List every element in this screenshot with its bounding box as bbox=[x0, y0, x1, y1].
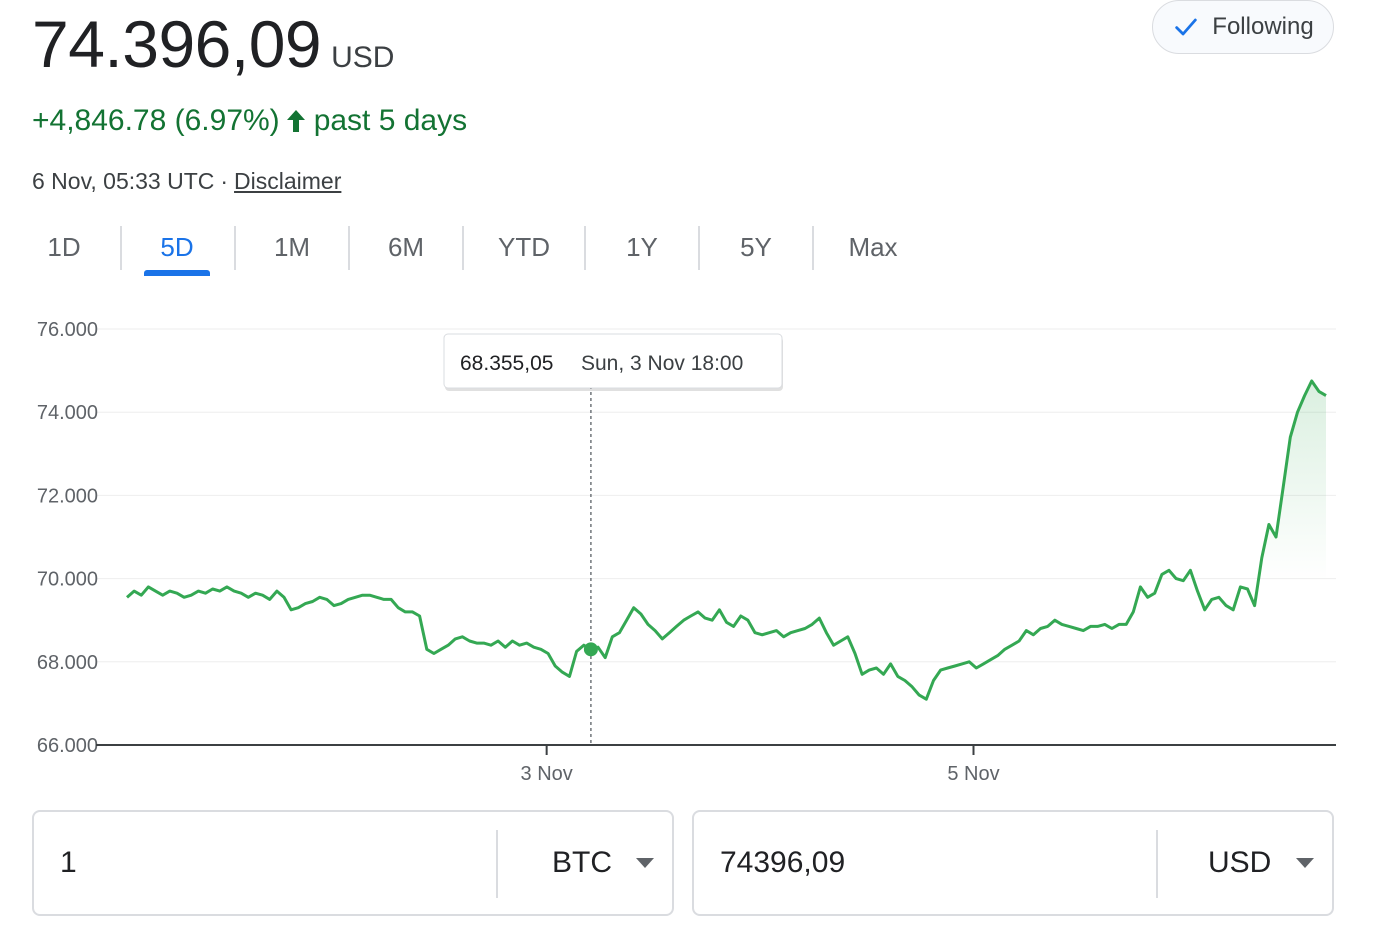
hover-point[interactable] bbox=[583, 642, 598, 657]
following-label: Following bbox=[1212, 13, 1314, 40]
area-fill bbox=[127, 381, 1326, 745]
x-tick-label: 5 Nov bbox=[947, 763, 999, 785]
tooltip-label: Sun, 3 Nov 18:00 bbox=[581, 352, 743, 375]
checkmark-icon bbox=[1175, 18, 1198, 36]
y-tick-label: 68.000 bbox=[37, 652, 98, 674]
active-tab-indicator bbox=[144, 270, 210, 276]
tab-divider bbox=[698, 226, 700, 270]
tab-divider bbox=[234, 226, 236, 270]
change-period: past 5 days bbox=[313, 104, 468, 137]
tab-5d[interactable]: 5D bbox=[160, 231, 194, 262]
price-chart[interactable]: 76.000 74.000 72.000 70.000 68.000 66.000 3 No… bbox=[0, 300, 1398, 800]
price-change: +4,846.78 (6.97%) past 5 days bbox=[32, 104, 467, 138]
disclaimer-link[interactable]: Disclaimer bbox=[234, 168, 342, 194]
price-line[interactable] bbox=[126, 379, 1327, 701]
tooltip-box bbox=[443, 333, 783, 389]
tab-ytd[interactable]: YTD bbox=[498, 231, 550, 262]
tooltip-value: 68.355,05 bbox=[460, 352, 553, 375]
tab-1y[interactable]: 1Y bbox=[626, 231, 658, 262]
tab-divider bbox=[120, 226, 122, 270]
from-amount-input[interactable]: 1 bbox=[60, 846, 77, 879]
x-tick-label: 3 Nov bbox=[521, 763, 573, 785]
tab-divider bbox=[348, 226, 350, 270]
tab-1d[interactable]: 1D bbox=[47, 231, 81, 262]
y-tick-label: 70.000 bbox=[37, 569, 98, 591]
tab-1m[interactable]: 1M bbox=[273, 231, 311, 262]
arrow-up-icon bbox=[286, 110, 305, 132]
timestamp: 6 Nov, 05:33 UTC bbox=[32, 168, 215, 194]
field-divider bbox=[496, 830, 498, 898]
converter-to: 74396,09 USD bbox=[692, 810, 1334, 916]
dropdown-arrow-icon[interactable] bbox=[636, 858, 654, 868]
tab-divider bbox=[812, 226, 814, 270]
y-tick-label: 72.000 bbox=[37, 485, 98, 507]
to-currency-select[interactable]: USD bbox=[1208, 846, 1272, 879]
field-divider bbox=[1156, 830, 1158, 898]
change-value: +4,846.78 (6.97%) bbox=[32, 104, 280, 137]
current-price: 74.396,09 bbox=[32, 7, 322, 81]
dropdown-arrow-icon[interactable] bbox=[1296, 858, 1314, 868]
timestamp-row: 6 Nov, 05:33 UTC · Disclaimer bbox=[32, 168, 341, 195]
y-tick-label: 74.000 bbox=[37, 402, 98, 424]
from-currency-select[interactable]: BTC bbox=[552, 846, 612, 879]
separator: · bbox=[220, 168, 229, 194]
tab-max[interactable]: Max bbox=[848, 231, 898, 262]
price-currency: USD bbox=[331, 41, 395, 74]
following-button[interactable]: Following bbox=[1152, 0, 1334, 54]
tab-divider bbox=[584, 226, 586, 270]
to-amount-input[interactable]: 74396,09 bbox=[720, 846, 846, 879]
converter-from: 1 BTC bbox=[32, 810, 674, 916]
y-tick-label: 76.000 bbox=[37, 319, 98, 341]
tab-5y[interactable]: 5Y bbox=[740, 231, 772, 262]
tab-divider bbox=[462, 226, 464, 270]
y-tick-label: 66.000 bbox=[37, 735, 98, 757]
tab-6m[interactable]: 6M bbox=[387, 231, 425, 262]
price-header: 74.396,09 USD bbox=[32, 6, 394, 82]
